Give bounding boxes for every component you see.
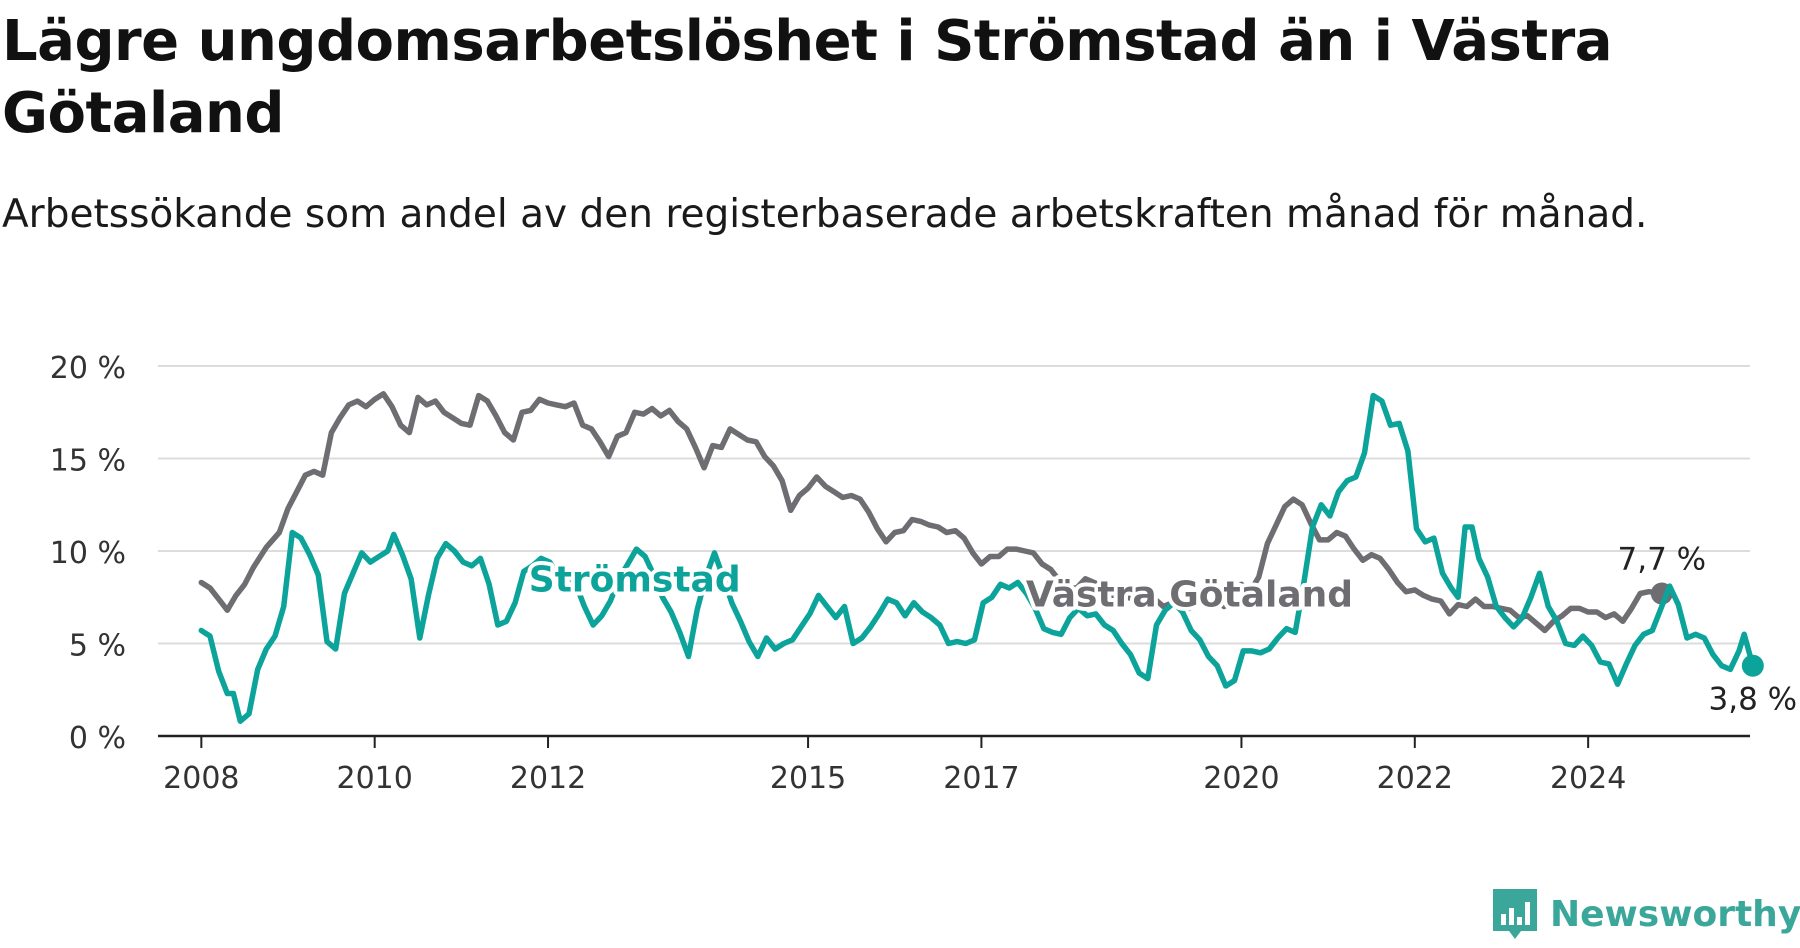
chart-subtitle: Arbetssökande som andel av den registerb…	[2, 192, 1648, 237]
series-end-point	[1741, 654, 1764, 677]
series-name-label: Strömstad	[529, 560, 741, 601]
x-axis: 2008 2010 2012 2015 2017 2020 2022 2024	[158, 734, 1750, 796]
newsworthy-brand[interactable]: Newsworthy	[1490, 886, 1800, 942]
series-lines: 7,7 % 3,8 %	[198, 391, 1798, 724]
x-tick-label: 2024	[1550, 761, 1626, 796]
chart-title: Lägre ungdomsarbetslöshet i Strömstad än…	[2, 9, 1613, 146]
y-tick-label: 5 %	[69, 629, 126, 664]
series-end-value-label: 3,8 %	[1709, 682, 1798, 718]
y-axis-ticks: 0 % 5 % 10 % 15 % 20 %	[50, 351, 126, 756]
brand-name: Newsworthy	[1550, 893, 1800, 935]
y-tick-label: 10 %	[50, 536, 126, 571]
x-tick-label: 2008	[163, 761, 239, 796]
newsworthy-logo-icon	[1493, 889, 1537, 939]
series-end-value-label: 7,7 %	[1618, 542, 1707, 578]
x-tick-label: 2010	[337, 761, 413, 796]
x-tick-label: 2017	[943, 761, 1019, 796]
y-tick-label: 20 %	[50, 351, 126, 386]
y-tick-label: 0 %	[69, 721, 126, 756]
y-tick-label: 15 %	[50, 444, 126, 479]
series-labels: Strömstad Västra Götaland	[525, 556, 1357, 620]
x-tick-label: 2015	[770, 761, 846, 796]
x-tick-label: 2020	[1203, 761, 1279, 796]
series-line-vastra-gotaland	[198, 391, 1665, 634]
x-tick-label: 2022	[1377, 761, 1453, 796]
x-tick-label: 2012	[510, 761, 586, 796]
grid-lines	[158, 365, 1750, 645]
series-name-label: Västra Götaland	[1026, 575, 1353, 616]
series-line-stromstad	[198, 392, 1756, 724]
